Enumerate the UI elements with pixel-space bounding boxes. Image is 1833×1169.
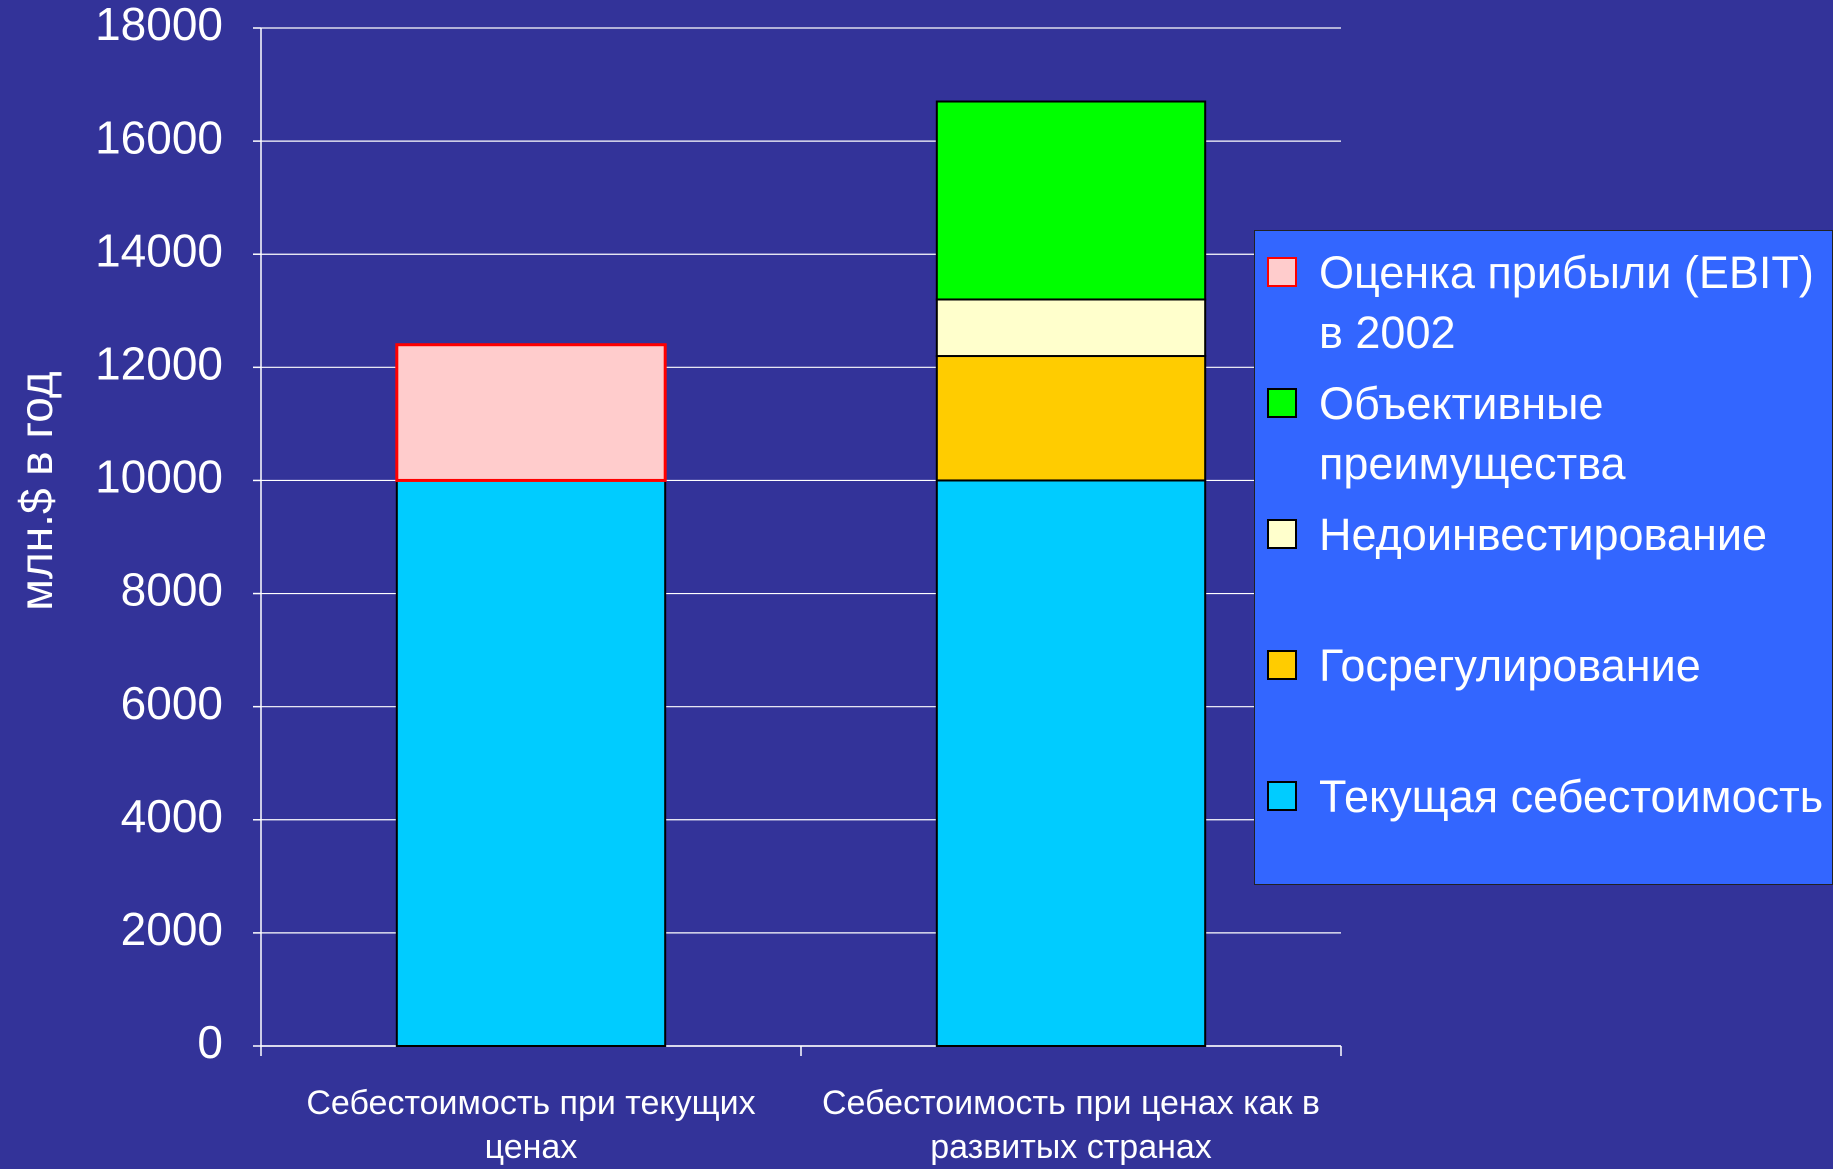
y-tick-label: 0 <box>197 1016 223 1068</box>
x-tick-label: Себестоимость при ценах как в развитых с… <box>822 1084 1320 1166</box>
legend-swatch <box>1267 781 1297 811</box>
legend-swatch <box>1267 388 1297 418</box>
y-tick-label: 16000 <box>95 111 223 163</box>
bar-segment <box>935 479 1207 1047</box>
bar-segment <box>395 343 667 482</box>
y-tick-label: 12000 <box>95 337 223 389</box>
legend-label: Недоинвестирование <box>1319 509 1767 560</box>
legend-label: Оценка прибыли (EBIT) в 2002 <box>1319 247 1814 358</box>
y-tick-label: 6000 <box>121 677 223 729</box>
bar-segment <box>935 298 1207 358</box>
y-tick-label: 10000 <box>95 451 223 503</box>
legend-label: Объективные преимущества <box>1319 378 1626 489</box>
y-tick-label: 18000 <box>95 0 223 50</box>
bar-segment <box>935 355 1207 482</box>
bar-segment <box>395 479 667 1047</box>
x-tick-label: Себестоимость при текущих ценах <box>306 1084 756 1166</box>
legend-swatch <box>1267 519 1297 549</box>
legend: Оценка прибыли (EBIT) в 2002 Объективные … <box>1254 230 1833 885</box>
legend-label: Госрегулирование <box>1319 640 1701 691</box>
legend-label: Текущая себестоимость <box>1319 771 1824 822</box>
y-axis-label: млн.$ в год <box>10 371 62 611</box>
legend-swatch <box>1267 257 1297 287</box>
y-tick-label: 14000 <box>95 224 223 276</box>
y-tick-label: 8000 <box>121 564 223 616</box>
bar-segment <box>935 100 1207 301</box>
y-tick-label: 2000 <box>121 903 223 955</box>
legend-swatch <box>1267 650 1297 680</box>
y-tick-label: 4000 <box>121 790 223 842</box>
